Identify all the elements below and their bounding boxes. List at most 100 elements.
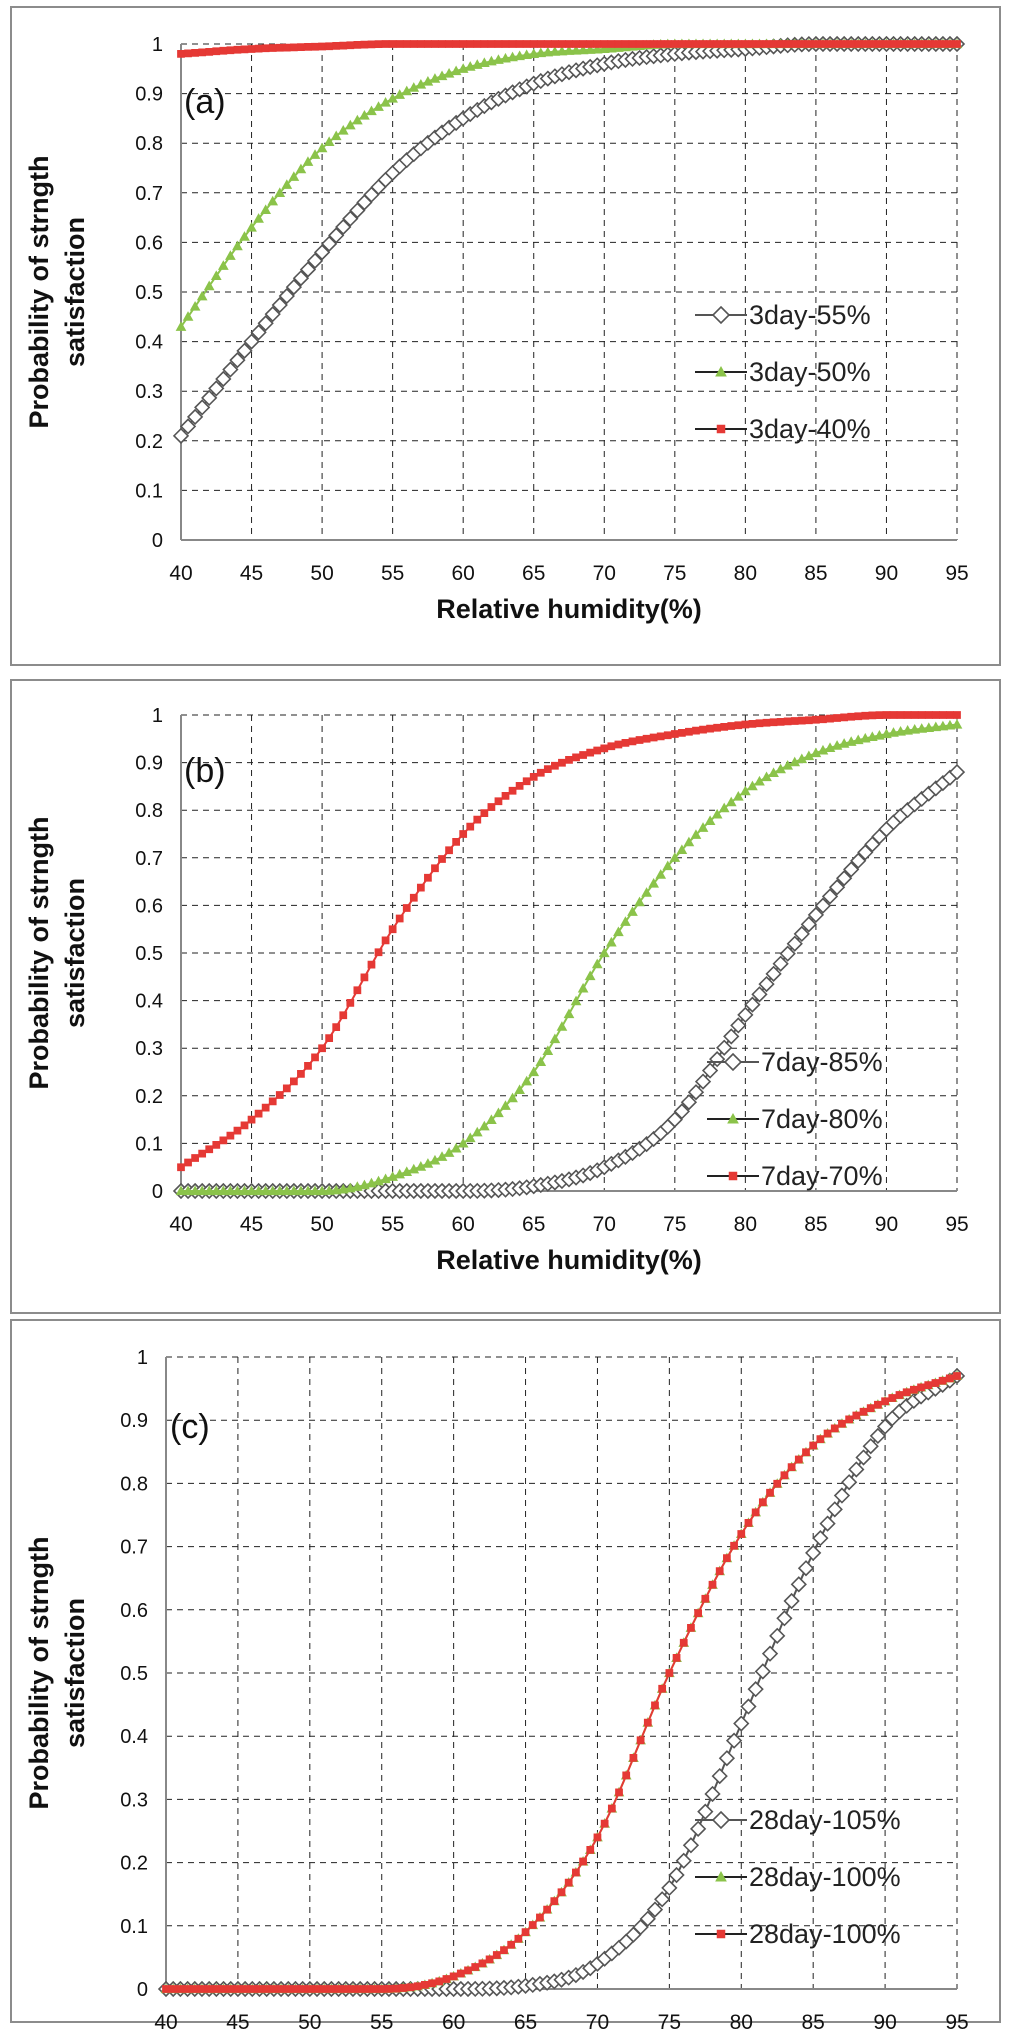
legend-label: 28day-100% [749, 1919, 901, 1949]
data-point [641, 887, 652, 897]
data-point [690, 829, 702, 839]
data-point [840, 40, 849, 48]
data-point [607, 40, 616, 48]
x-tick-label: 70 [593, 562, 616, 585]
data-point [435, 1977, 444, 1986]
data-point [930, 721, 942, 732]
data-point [607, 742, 616, 751]
data-point [205, 47, 214, 56]
data-point [529, 40, 538, 48]
data-point [246, 1185, 257, 1196]
data-point [711, 808, 723, 819]
data-point [402, 904, 411, 912]
data-point [881, 728, 892, 739]
data-point [776, 1610, 793, 1627]
data-point [543, 1905, 551, 1914]
x-tick-label: 60 [452, 1213, 475, 1236]
data-point [706, 724, 714, 733]
data-point [284, 1985, 293, 1993]
data-point [406, 1983, 415, 1992]
data-point [473, 815, 482, 824]
data-point [360, 973, 369, 982]
x-tick-label: 95 [945, 1213, 968, 1236]
data-point [896, 711, 905, 719]
data-point [183, 1985, 192, 1993]
data-point [748, 719, 757, 728]
x-tick-label: 95 [945, 2011, 968, 2030]
data-point [254, 44, 263, 53]
data-point [874, 729, 885, 740]
data-point [605, 42, 617, 53]
data-point [508, 786, 517, 795]
data-point [909, 724, 921, 734]
data-point [487, 40, 496, 48]
y-tick-label: 0.4 [135, 991, 163, 1013]
data-point [689, 1820, 707, 1837]
data-point [882, 711, 891, 719]
data-point [821, 888, 839, 905]
data-point [395, 40, 404, 48]
data-point [843, 861, 860, 878]
data-point [765, 965, 782, 982]
panel-frame [10, 1319, 1001, 2023]
data-point [514, 1084, 525, 1095]
data-point [225, 250, 236, 260]
data-point [297, 1069, 305, 1078]
data-point [219, 46, 228, 55]
data-point [316, 142, 328, 153]
x-tick-label: 90 [875, 562, 898, 585]
data-point [196, 290, 208, 301]
data-point [388, 40, 397, 48]
data-point [274, 1185, 286, 1196]
data-point [275, 43, 284, 52]
data-point [720, 723, 729, 731]
data-point [819, 40, 827, 48]
data-point [663, 731, 672, 740]
y-tick-label: 0.3 [135, 381, 163, 403]
data-point [182, 311, 194, 321]
data-point [198, 1149, 207, 1158]
data-point [917, 40, 926, 48]
data-point [232, 240, 243, 251]
data-point [850, 852, 867, 869]
data-point [862, 1438, 879, 1455]
data-point [363, 1985, 372, 1993]
data-point [670, 730, 679, 738]
data-point [452, 837, 461, 846]
data-point [628, 40, 637, 48]
data-point [422, 1158, 434, 1168]
data-point [687, 1084, 705, 1101]
x-tick-label: 60 [442, 2011, 465, 2030]
data-point [680, 1094, 698, 1111]
data-point [810, 747, 822, 758]
legend-label: 7day-70% [761, 1161, 883, 1191]
data-point [395, 914, 404, 923]
data-point [493, 1107, 504, 1118]
y-axis-title-line: satisfaction [60, 878, 90, 1028]
data-point [236, 342, 253, 359]
data-point [500, 1946, 508, 1954]
data-point [254, 1109, 263, 1118]
data-point [852, 1411, 861, 1420]
data-point [769, 718, 778, 727]
data-point [658, 1684, 667, 1693]
data-point [442, 1975, 451, 1983]
x-tick-label: 80 [734, 1213, 757, 1236]
data-point [528, 1066, 540, 1077]
data-point [708, 1580, 717, 1589]
data-point [600, 40, 609, 48]
data-point [344, 119, 356, 130]
y-axis-title-line: satisfaction [60, 1598, 90, 1748]
y-tick-label: 0.3 [120, 1789, 148, 1811]
data-point [508, 40, 517, 48]
data-point [572, 753, 580, 762]
data-point [598, 947, 610, 958]
y-tick-label: 0.1 [120, 1916, 148, 1938]
series-7day-70% [177, 711, 961, 1172]
y-axis-title-line: Probability of strngth [24, 817, 54, 1090]
y-axis-title-line: Probability of strngth [24, 1537, 54, 1810]
data-point [222, 361, 239, 378]
y-tick-label: 0.2 [120, 1853, 148, 1875]
data-point [500, 52, 511, 63]
